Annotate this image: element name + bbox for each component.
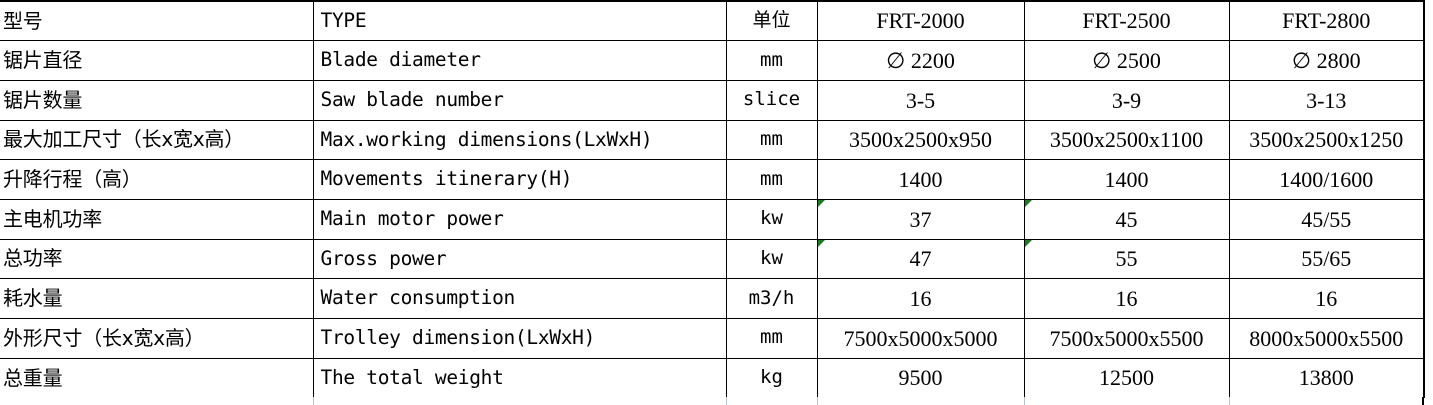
table-row: 总功率 Gross power kw 47 55 55/65	[0, 239, 1425, 280]
header-cell-frt2000: FRT-2000	[817, 1, 1025, 42]
cell-unit: m3/h	[726, 278, 818, 319]
cell-name-cn: 耗水量	[0, 278, 314, 319]
cell-frt2500: 12500	[1024, 358, 1230, 399]
cell-name-cn: 最大加工尺寸（长x宽x高）	[0, 120, 314, 161]
table-header-row: 型号 TYPE 单位 FRT-2000 FRT-2500 FRT-2800	[0, 1, 1425, 42]
cell-frt2000: 47	[817, 239, 1025, 280]
cell-name-en: Saw blade number	[313, 80, 727, 121]
cell-name-en: Trolley dimension(LxWxH)	[313, 318, 727, 359]
cell-frt2800: 55/65	[1229, 239, 1425, 280]
cell-frt2800: 45/55	[1229, 199, 1425, 240]
cell-unit: slice	[726, 80, 818, 121]
cell-name-cn: 升降行程（高）	[0, 159, 314, 200]
cell-name-cn: 锯片数量	[0, 80, 314, 121]
clipped-next-row	[0, 397, 1424, 405]
cell-frt2000: 37	[817, 199, 1025, 240]
cell-name-en: The total weight	[313, 358, 727, 399]
cell-unit: mm	[726, 159, 818, 200]
cell-frt2000: 1400	[817, 159, 1025, 200]
cell-unit: kw	[726, 239, 818, 280]
cell-unit: kg	[726, 358, 818, 399]
cell-name-cn: 总重量	[0, 358, 314, 399]
table-body: 型号 TYPE 单位 FRT-2000 FRT-2500 FRT-2800 锯片直径 Blad…	[0, 1, 1425, 399]
header-cell-frt2500: FRT-2500	[1024, 1, 1230, 42]
cell-frt2500: 55	[1024, 239, 1230, 280]
table-row: 锯片数量 Saw blade number slice 3-5 3-9 3-13	[0, 80, 1425, 121]
cell-frt2000: 16	[817, 278, 1025, 319]
cell-frt2500: 45	[1024, 199, 1230, 240]
cell-name-cn: 主电机功率	[0, 199, 314, 240]
cell-frt2800: 3500x2500x1250	[1229, 120, 1425, 161]
table-row: 最大加工尺寸（长x宽x高） Max.working dimensions(LxWx…	[0, 120, 1425, 161]
cell-frt2800: 8000x5000x5500	[1229, 318, 1425, 359]
header-cell-name-cn: 型号	[0, 1, 314, 42]
cell-frt2000: ∅ 2200	[817, 40, 1025, 81]
cell-unit: mm	[726, 120, 818, 161]
cell-frt2500: ∅ 2500	[1024, 40, 1230, 81]
specification-table: 型号 TYPE 单位 FRT-2000 FRT-2500 FRT-2800 锯片直径 Blad…	[0, 0, 1425, 399]
header-cell-unit: 单位	[726, 1, 818, 42]
cell-frt2500: 16	[1024, 278, 1230, 319]
cell-unit: mm	[726, 318, 818, 359]
cell-name-en: Water consumption	[313, 278, 727, 319]
cell-frt2000: 3500x2500x950	[817, 120, 1025, 161]
cell-unit: kw	[726, 199, 818, 240]
cell-frt2000: 9500	[817, 358, 1025, 399]
table-row: 升降行程（高） Movements itinerary(H) mm 1400 1400 1…	[0, 159, 1425, 200]
cell-frt2000: 3-5	[817, 80, 1025, 121]
cell-name-cn: 锯片直径	[0, 40, 314, 81]
cell-frt2500: 3-9	[1024, 80, 1230, 121]
cell-frt2800: 13800	[1229, 358, 1425, 399]
cell-name-en: Gross power	[313, 239, 727, 280]
table-row: 耗水量 Water consumption m3/h 16 16 16	[0, 278, 1425, 319]
cell-frt2800: 3-13	[1229, 80, 1425, 121]
header-cell-name-en: TYPE	[313, 1, 727, 42]
cell-frt2800: 1400/1600	[1229, 159, 1425, 200]
cell-name-cn: 外形尺寸（长x宽x高）	[0, 318, 314, 359]
cell-name-en: Max.working dimensions(LxWxH)	[313, 120, 727, 161]
cell-frt2500: 3500x2500x1100	[1024, 120, 1230, 161]
table-row: 外形尺寸（长x宽x高） Trolley dimension(LxWxH) mm 750…	[0, 318, 1425, 359]
cell-frt2800: ∅ 2800	[1229, 40, 1425, 81]
cell-name-cn: 总功率	[0, 239, 314, 280]
cell-name-en: Blade diameter	[313, 40, 727, 81]
cell-frt2500: 7500x5000x5500	[1024, 318, 1230, 359]
cell-frt2000: 7500x5000x5000	[817, 318, 1025, 359]
cell-name-en: Main motor power	[313, 199, 727, 240]
cell-unit: mm	[726, 40, 818, 81]
cell-frt2800: 16	[1229, 278, 1425, 319]
cell-frt2500: 1400	[1024, 159, 1230, 200]
cell-name-en: Movements itinerary(H)	[313, 159, 727, 200]
table-row: 锯片直径 Blade diameter mm ∅ 2200 ∅ 2500 ∅ 2800	[0, 40, 1425, 81]
table-row: 主电机功率 Main motor power kw 37 45 45/55	[0, 199, 1425, 240]
header-cell-frt2800: FRT-2800	[1229, 1, 1425, 42]
table-row: 总重量 The total weight kg 9500 12500 13800	[0, 358, 1425, 399]
